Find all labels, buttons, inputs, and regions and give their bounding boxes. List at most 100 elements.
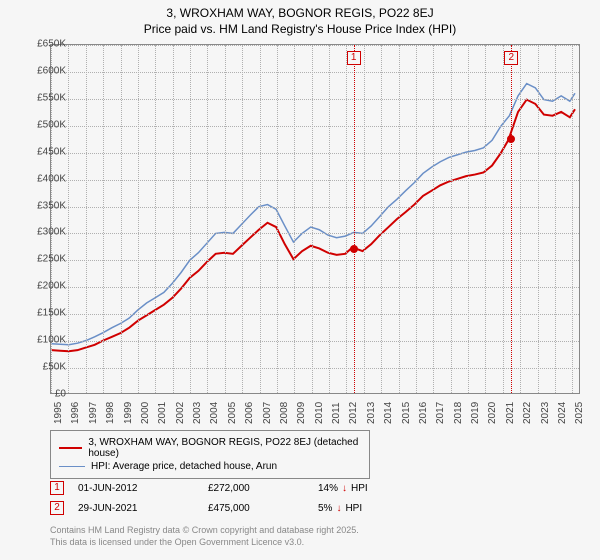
y-axis-label: £400K bbox=[37, 173, 66, 184]
sale-delta-pct: 14% bbox=[318, 483, 338, 494]
y-axis-label: £250K bbox=[37, 254, 66, 265]
chart-title-line1: 3, WROXHAM WAY, BOGNOR REGIS, PO22 8EJ bbox=[0, 0, 600, 20]
sale-row-1: 1 01-JUN-2012£272,00014% ↓ HPI bbox=[50, 478, 458, 498]
y-axis-label: £50K bbox=[43, 362, 66, 373]
gridline-vertical bbox=[155, 45, 156, 393]
gridline-vertical bbox=[207, 45, 208, 393]
x-axis-label: 2000 bbox=[140, 402, 151, 424]
footer-line2: This data is licensed under the Open Gov… bbox=[50, 536, 359, 548]
gridline-vertical bbox=[451, 45, 452, 393]
series-line-hpi bbox=[52, 84, 575, 345]
y-axis-label: £0 bbox=[55, 389, 66, 400]
sale-marker-dot-1 bbox=[350, 245, 358, 253]
legend-swatch bbox=[59, 466, 85, 467]
sale-price: £475,000 bbox=[208, 503, 318, 514]
x-axis-label: 2020 bbox=[487, 402, 498, 424]
sale-marker-badge-2: 2 bbox=[504, 51, 518, 65]
x-axis-label: 2022 bbox=[522, 402, 533, 424]
gridline-horizontal bbox=[51, 153, 579, 154]
gridline-vertical bbox=[416, 45, 417, 393]
gridline-vertical bbox=[86, 45, 87, 393]
x-axis-label: 2004 bbox=[209, 402, 220, 424]
y-axis-label: £500K bbox=[37, 119, 66, 130]
sale-marker-dot-2 bbox=[507, 135, 515, 143]
y-axis-label: £350K bbox=[37, 200, 66, 211]
y-axis-label: £450K bbox=[37, 146, 66, 157]
gridline-vertical bbox=[329, 45, 330, 393]
sales-table: 1 01-JUN-2012£272,00014% ↓ HPI 2 29-JUN-2021£… bbox=[50, 478, 458, 518]
x-axis-label: 2007 bbox=[262, 402, 273, 424]
x-axis-label: 2012 bbox=[348, 402, 359, 424]
sale-row-2: 229-JUN-2021£475,0005%↓HPI bbox=[50, 498, 458, 518]
gridline-vertical bbox=[555, 45, 556, 393]
sale-date: 29-JUN-2021 bbox=[78, 503, 208, 514]
legend-label: 3, WROXHAM WAY, BOGNOR REGIS, PO22 8EJ (… bbox=[88, 437, 361, 459]
gridline-horizontal bbox=[51, 126, 579, 127]
x-axis-label: 1995 bbox=[53, 402, 64, 424]
footer-line1: Contains HM Land Registry data © Crown c… bbox=[50, 524, 359, 536]
gridline-vertical bbox=[572, 45, 573, 393]
gridline-horizontal bbox=[51, 233, 579, 234]
gridline-vertical bbox=[485, 45, 486, 393]
gridline-vertical bbox=[138, 45, 139, 393]
sale-delta-suffix: HPI bbox=[351, 483, 368, 494]
gridline-vertical bbox=[277, 45, 278, 393]
gridline-horizontal bbox=[51, 260, 579, 261]
sale-delta: 5%↓HPI bbox=[318, 503, 458, 514]
x-axis-label: 2018 bbox=[453, 402, 464, 424]
gridline-vertical bbox=[68, 45, 69, 393]
x-axis-label: 2013 bbox=[366, 402, 377, 424]
gridline-vertical bbox=[399, 45, 400, 393]
x-axis-label: 2016 bbox=[418, 402, 429, 424]
legend-label: HPI: Average price, detached house, Arun bbox=[91, 461, 277, 472]
chart-title-line2: Price paid vs. HM Land Registry's House … bbox=[0, 20, 600, 36]
chart-plot-area: 12 bbox=[50, 44, 580, 394]
y-axis-label: £150K bbox=[37, 308, 66, 319]
x-axis-label: 2009 bbox=[296, 402, 307, 424]
x-axis-label: 2021 bbox=[505, 402, 516, 424]
x-axis-label: 2024 bbox=[557, 402, 568, 424]
x-axis-label: 2008 bbox=[279, 402, 290, 424]
x-axis-label: 1996 bbox=[70, 402, 81, 424]
sale-marker-line-1 bbox=[354, 45, 355, 393]
gridline-horizontal bbox=[51, 72, 579, 73]
sale-delta: 14% ↓ HPI bbox=[318, 483, 458, 494]
sale-price: £272,000 bbox=[208, 483, 318, 494]
gridline-vertical bbox=[346, 45, 347, 393]
gridline-vertical bbox=[381, 45, 382, 393]
legend-swatch bbox=[59, 447, 82, 449]
x-axis-label: 1999 bbox=[123, 402, 134, 424]
gridline-vertical bbox=[520, 45, 521, 393]
gridline-vertical bbox=[173, 45, 174, 393]
gridline-horizontal bbox=[51, 45, 579, 46]
gridline-vertical bbox=[190, 45, 191, 393]
sale-row-badge: 1 bbox=[50, 481, 64, 495]
x-axis-label: 2023 bbox=[540, 402, 551, 424]
sale-delta-suffix: HPI bbox=[345, 503, 362, 514]
x-axis-label: 2019 bbox=[470, 402, 481, 424]
gridline-horizontal bbox=[51, 207, 579, 208]
gridline-vertical bbox=[294, 45, 295, 393]
gridline-horizontal bbox=[51, 287, 579, 288]
gridline-vertical bbox=[538, 45, 539, 393]
gridline-vertical bbox=[103, 45, 104, 393]
x-axis-label: 2017 bbox=[435, 402, 446, 424]
sale-date: 01-JUN-2012 bbox=[78, 483, 208, 494]
sale-marker-line-2 bbox=[511, 45, 512, 393]
x-axis-label: 2014 bbox=[383, 402, 394, 424]
legend-row: HPI: Average price, detached house, Arun bbox=[59, 461, 361, 472]
footer-attribution: Contains HM Land Registry data © Crown c… bbox=[50, 524, 359, 548]
gridline-vertical bbox=[364, 45, 365, 393]
sale-marker-badge-1: 1 bbox=[347, 51, 361, 65]
x-axis-label: 2025 bbox=[574, 402, 585, 424]
sale-row-badge: 2 bbox=[50, 501, 64, 515]
arrow-down-icon: ↓ bbox=[342, 483, 347, 494]
y-axis-label: £100K bbox=[37, 335, 66, 346]
gridline-horizontal bbox=[51, 314, 579, 315]
y-axis-label: £600K bbox=[37, 65, 66, 76]
arrow-down-icon: ↓ bbox=[336, 503, 341, 514]
x-axis-label: 1998 bbox=[105, 402, 116, 424]
legend-box: 3, WROXHAM WAY, BOGNOR REGIS, PO22 8EJ (… bbox=[50, 430, 370, 479]
gridline-vertical bbox=[225, 45, 226, 393]
gridline-vertical bbox=[433, 45, 434, 393]
